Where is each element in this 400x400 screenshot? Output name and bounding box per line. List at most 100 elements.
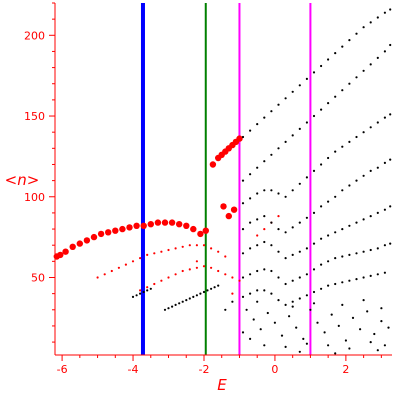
point-s2-90 bbox=[256, 218, 259, 221]
point-s2-35 bbox=[334, 52, 337, 55]
x-axis-title: E bbox=[217, 376, 227, 394]
point-s2-101 bbox=[334, 195, 337, 198]
point-s1-28 bbox=[202, 265, 206, 268]
point-s2-163 bbox=[305, 294, 308, 297]
point-s0-31 bbox=[220, 203, 227, 210]
point-s1-13 bbox=[188, 244, 191, 247]
point-s2-138 bbox=[284, 282, 287, 286]
point-s0-16 bbox=[161, 219, 169, 226]
point-s2-171 bbox=[362, 276, 365, 279]
point-s1-9 bbox=[160, 250, 163, 253]
point-s2-200 bbox=[327, 344, 330, 347]
y-tick-label-3: 200 bbox=[24, 29, 45, 42]
point-s1-1 bbox=[103, 273, 106, 276]
point-s2-69 bbox=[263, 189, 266, 192]
point-s2-123 bbox=[334, 231, 337, 234]
point-s2-118 bbox=[298, 250, 301, 253]
point-s2-54 bbox=[312, 114, 316, 118]
point-s2-188 bbox=[337, 324, 340, 327]
point-s1-19 bbox=[139, 289, 142, 292]
point-s2-144 bbox=[327, 260, 330, 263]
point-s2-42 bbox=[383, 11, 386, 14]
point-s2-34 bbox=[327, 58, 330, 61]
point-s2-39 bbox=[362, 26, 365, 29]
point-s2-194 bbox=[380, 320, 383, 323]
point-s2-126 bbox=[355, 221, 358, 224]
axes: -6 -4 -2 0 2 50 100 150 200 bbox=[24, 2, 392, 376]
point-s0-6 bbox=[90, 233, 98, 241]
point-s0-12 bbox=[133, 222, 140, 229]
point-s1-39 bbox=[231, 292, 234, 295]
point-s0-4 bbox=[76, 240, 84, 247]
point-s2-14 bbox=[192, 295, 195, 298]
x-tick-label-2: -2 bbox=[199, 363, 210, 376]
point-s2-112 bbox=[256, 244, 259, 247]
point-s2-83 bbox=[362, 131, 365, 134]
point-s2-77 bbox=[320, 163, 323, 166]
point-s2-82 bbox=[355, 135, 358, 139]
y-axis-title: <n> bbox=[5, 171, 40, 189]
point-s2-207 bbox=[341, 303, 344, 306]
point-s2-7 bbox=[167, 307, 170, 310]
point-s2-186 bbox=[323, 331, 326, 334]
data-points bbox=[53, 8, 392, 355]
point-s2-172 bbox=[369, 274, 372, 277]
point-s1-11 bbox=[174, 247, 177, 250]
point-s2-159 bbox=[277, 299, 280, 302]
point-s0-2 bbox=[62, 248, 69, 255]
point-s1-8 bbox=[153, 252, 156, 255]
point-s2-209 bbox=[380, 307, 383, 310]
point-s2-161 bbox=[291, 300, 294, 303]
point-s0-14 bbox=[147, 221, 154, 228]
point-s1-6 bbox=[139, 257, 142, 260]
point-s2-145 bbox=[334, 257, 337, 260]
point-s2-180 bbox=[280, 334, 284, 337]
point-s2-131 bbox=[389, 205, 392, 208]
point-s2-152 bbox=[383, 244, 386, 247]
point-s2-60 bbox=[355, 76, 358, 79]
point-s2-16 bbox=[199, 292, 202, 295]
x-tick-label-1: -4 bbox=[128, 363, 139, 376]
point-s2-26 bbox=[270, 110, 273, 113]
point-s2-107 bbox=[376, 166, 379, 169]
point-s1-22 bbox=[160, 279, 163, 282]
point-s2-175 bbox=[245, 308, 248, 311]
point-s2-148 bbox=[355, 252, 358, 255]
point-s2-51 bbox=[291, 134, 294, 137]
point-s1-33 bbox=[238, 279, 241, 282]
point-s2-117 bbox=[291, 253, 294, 256]
point-s0-11 bbox=[126, 224, 133, 231]
point-s2-176 bbox=[252, 318, 255, 321]
point-s2-65 bbox=[389, 43, 392, 47]
point-s1-12 bbox=[181, 245, 184, 248]
point-s2-108 bbox=[383, 161, 386, 164]
point-s2-100 bbox=[327, 200, 330, 203]
point-s2-45 bbox=[249, 173, 252, 176]
point-s1-15 bbox=[202, 244, 206, 247]
point-s2-63 bbox=[376, 56, 379, 60]
point-s1-20 bbox=[146, 286, 149, 289]
point-s2-62 bbox=[369, 63, 372, 66]
point-s2-179 bbox=[273, 321, 276, 324]
point-s1-2 bbox=[110, 269, 113, 273]
point-s2-19 bbox=[210, 287, 213, 290]
point-s2-58 bbox=[341, 89, 344, 92]
point-s2-113 bbox=[263, 240, 266, 244]
point-s2-105 bbox=[362, 174, 365, 177]
point-s2-153 bbox=[389, 242, 392, 245]
point-s2-202 bbox=[369, 341, 372, 344]
point-s2-156 bbox=[256, 289, 259, 292]
point-s2-80 bbox=[341, 145, 344, 148]
point-s2-85 bbox=[376, 121, 379, 124]
y-tick-label-2: 150 bbox=[24, 110, 45, 123]
point-s2-116 bbox=[284, 257, 287, 260]
point-s2-141 bbox=[305, 273, 308, 276]
point-s1-21 bbox=[153, 282, 156, 286]
point-s2-124 bbox=[341, 228, 344, 231]
point-s1-24 bbox=[174, 273, 177, 276]
point-s2-2 bbox=[139, 292, 142, 295]
point-s1-18 bbox=[224, 255, 227, 258]
point-s2-24 bbox=[256, 123, 259, 126]
x-tick-label-0: -6 bbox=[57, 363, 68, 376]
